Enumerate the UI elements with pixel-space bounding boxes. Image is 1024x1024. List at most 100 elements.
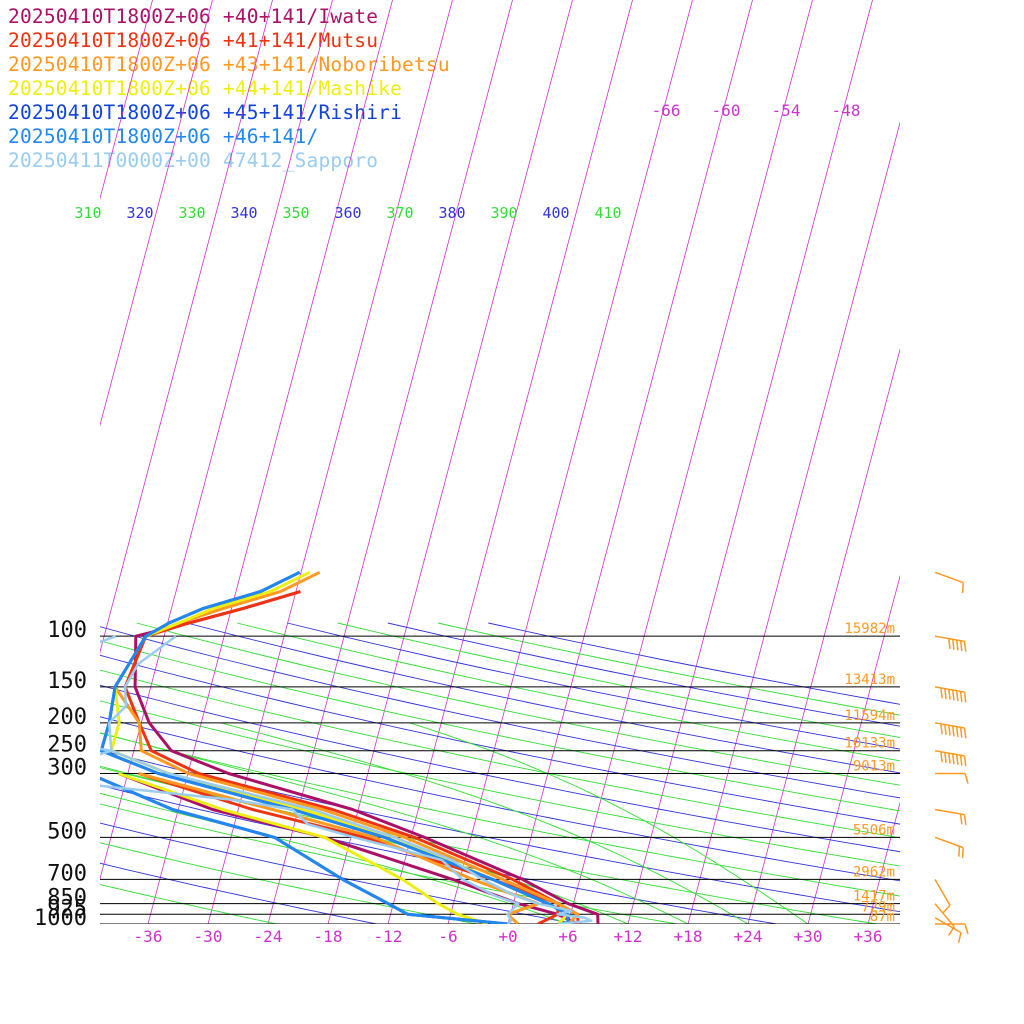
wind-barb <box>934 808 967 826</box>
pressure-label: 850 <box>47 886 87 911</box>
pressure-label: 200 <box>47 705 87 730</box>
theta-label: 370 <box>386 204 413 222</box>
profile-lines <box>100 570 600 924</box>
legend: 20250410T1800Z+06 +40+141/Iwate 20250410T… <box>8 5 450 173</box>
adiabat-line <box>100 803 680 924</box>
isotherm-line <box>100 0 273 654</box>
temperature-tick-label: -30 <box>194 927 223 946</box>
temperature-tick-label: -12 <box>374 927 403 946</box>
moist-adiabat-line <box>409 722 809 924</box>
isotherm-line <box>267 0 513 924</box>
adiabat-line <box>136 622 900 786</box>
isotherm-line <box>100 0 153 200</box>
adiabat-line <box>488 622 900 705</box>
theta-label: 390 <box>490 204 517 222</box>
isotherm-line <box>147 0 393 924</box>
pressure-label: 925 <box>47 896 87 921</box>
legend-item: 20250411T0000Z+00 47412_Sapporo <box>8 149 379 172</box>
wind-barb <box>934 836 964 859</box>
wind-barb <box>934 903 955 936</box>
wind-barb <box>934 879 951 914</box>
adiabat-line <box>100 842 479 924</box>
isotherm-line <box>0 0 76 924</box>
isotherm-line <box>207 0 453 924</box>
series-dew-line <box>100 635 520 924</box>
isotherm-line <box>567 0 813 924</box>
height-label: 13413m <box>844 672 895 688</box>
theta-label: 340 <box>230 204 257 222</box>
isotherm-line <box>988 0 1024 924</box>
theta-label: 410 <box>594 204 621 222</box>
isotherm-line <box>447 0 693 924</box>
moist-adiabat-line <box>100 732 689 924</box>
isotherm-label: -66 <box>652 101 681 120</box>
series-dew-line <box>100 776 509 924</box>
legend-item: 20250410T1800Z+06 +41+141/Mutsu <box>8 29 379 52</box>
height-label: 87m <box>870 909 895 925</box>
isotherm-line <box>807 574 900 924</box>
temperature-tick-label: +30 <box>794 927 823 946</box>
isotherm-line <box>867 801 900 924</box>
temperature-tick-label: +6 <box>558 927 577 946</box>
wind-barbs <box>934 571 969 943</box>
theta-label: 350 <box>282 204 309 222</box>
grid-lines <box>0 0 1024 924</box>
isotherm-line <box>0 0 16 924</box>
series-temp-line <box>113 570 580 924</box>
legend-item: 20250410T1800Z+06 +44+141/Mashike <box>8 77 403 100</box>
isotherm-line <box>100 0 213 427</box>
theta-label: 380 <box>438 204 465 222</box>
adiabat-line <box>100 862 379 924</box>
adiabat-line <box>337 622 900 738</box>
adiabat-line <box>100 767 880 924</box>
wind-barb <box>935 772 969 784</box>
isotherm-line <box>507 0 753 924</box>
isotherm-label: -48 <box>832 101 861 120</box>
temperature-tick-label: +36 <box>854 927 883 946</box>
height-label: 9013m <box>853 759 895 775</box>
isotherm-line <box>327 0 573 924</box>
legend-item: 20250410T1800Z+06 +46+141/ <box>8 125 319 148</box>
pressure-label: 100 <box>47 618 87 643</box>
series-temp-line <box>133 590 600 924</box>
pressure-label: 250 <box>47 733 87 758</box>
height-label: 2962m <box>853 864 895 880</box>
isotherm-label: -54 <box>772 101 801 120</box>
wind-barb <box>934 571 964 594</box>
series-dew-line <box>100 776 509 924</box>
height-label: 5506m <box>853 822 895 838</box>
isotherm-line <box>747 347 900 924</box>
isotherm-line <box>627 0 873 924</box>
wind-barb <box>934 686 967 703</box>
adiabat-line <box>100 884 279 924</box>
theta-label: 320 <box>126 204 153 222</box>
isotherm-line <box>687 121 900 924</box>
pressure-label: 500 <box>47 819 87 844</box>
isotherm-label: -60 <box>712 101 741 120</box>
wind-barb <box>934 749 967 767</box>
legend-item: 20250410T1800Z+06 +40+141/Iwate <box>8 5 379 28</box>
theta-label: 310 <box>74 204 101 222</box>
legend-item: 20250410T1800Z+06 +45+141/Rishiri <box>8 101 403 124</box>
adiabat-line <box>236 622 900 762</box>
pressure-label: 1000 <box>34 906 87 931</box>
isotherm-line <box>387 0 633 924</box>
adiabat-line <box>100 784 780 924</box>
series-temp-line <box>100 570 570 924</box>
pressure-label: 700 <box>47 861 87 886</box>
moist-adiabat-line <box>220 722 749 924</box>
pressure-label: 150 <box>47 669 87 694</box>
axis-labels: 1000 87m 925 729m 850 1417m 700 2962m 500 5506m 30… <box>34 101 895 946</box>
height-label: 1417m <box>853 889 895 905</box>
wind-barb <box>934 635 967 652</box>
temperature-tick-label: +0 <box>498 927 517 946</box>
height-label: 15982m <box>844 621 895 637</box>
temperature-tick-label: +12 <box>614 927 643 946</box>
temperature-tick-label: +18 <box>674 927 703 946</box>
wind-barb <box>934 916 962 943</box>
height-label: 10133m <box>844 736 895 752</box>
series-dew-line <box>118 772 489 924</box>
pressure-label: 300 <box>47 756 87 781</box>
height-label: 11594m <box>844 708 895 724</box>
temperature-tick-label: -36 <box>134 927 163 946</box>
